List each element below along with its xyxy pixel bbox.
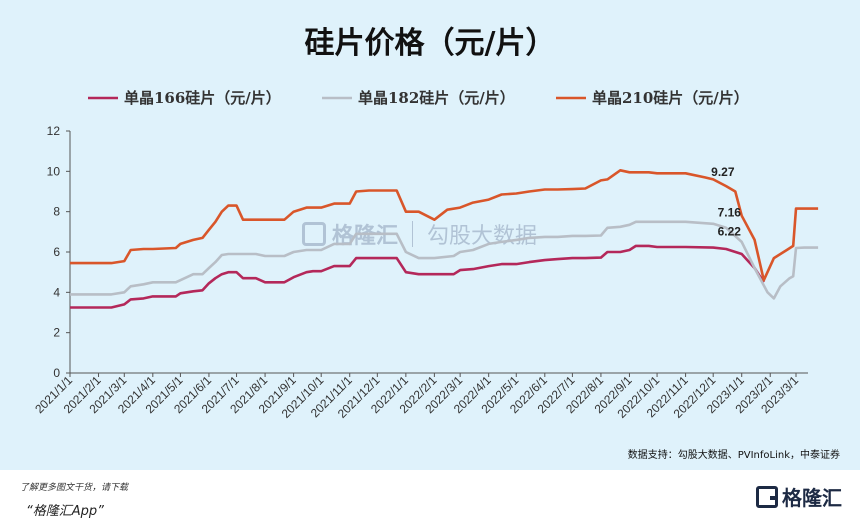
data-label-0: 9.27 [711,165,735,179]
chart-title: 硅片价格（元/片） [304,26,556,61]
chart-card [0,0,860,470]
y-tick-label: 10 [47,164,61,178]
series-line-0 [70,244,765,309]
gelonghui-logo-icon [302,222,326,246]
watermark-right-text: 勾股大数据 [427,224,538,249]
footer-logo-text: 格隆汇 [782,486,842,510]
series-line-2 [70,169,819,282]
gelonghui-logo-icon [756,485,778,508]
legend-label-0: 单晶166硅片（元/片） [124,89,281,107]
source-note: 数据支持：勾股大数据、PVInfoLink，中泰证券 [627,450,840,461]
y-tick-label: 0 [53,366,60,380]
watermark: 格隆汇 勾股大数据 [302,218,537,250]
y-tick-label: 8 [53,205,60,219]
series-line-1 [70,220,819,300]
line-chart: 0246810122021/1/12021/2/12021/3/12021/4/… [32,89,819,421]
y-tick-label: 4 [53,285,60,299]
footer-logo[interactable]: 格隆汇 [756,482,842,511]
data-label-2: 6.22 [718,225,742,239]
y-tick-label: 6 [53,245,60,259]
y-tick-label: 2 [53,326,60,340]
y-tick-label: 12 [47,124,61,138]
legend-label-2: 单晶210硅片（元/片） [592,89,749,107]
footer-app-name: “格隆汇App” [26,504,104,519]
watermark-divider [412,221,414,247]
legend-label-1: 单晶182硅片（元/片） [358,89,515,107]
data-label-1: 7.16 [718,206,742,220]
footer-note: 了解更多图文干货，请下载 [20,483,129,493]
